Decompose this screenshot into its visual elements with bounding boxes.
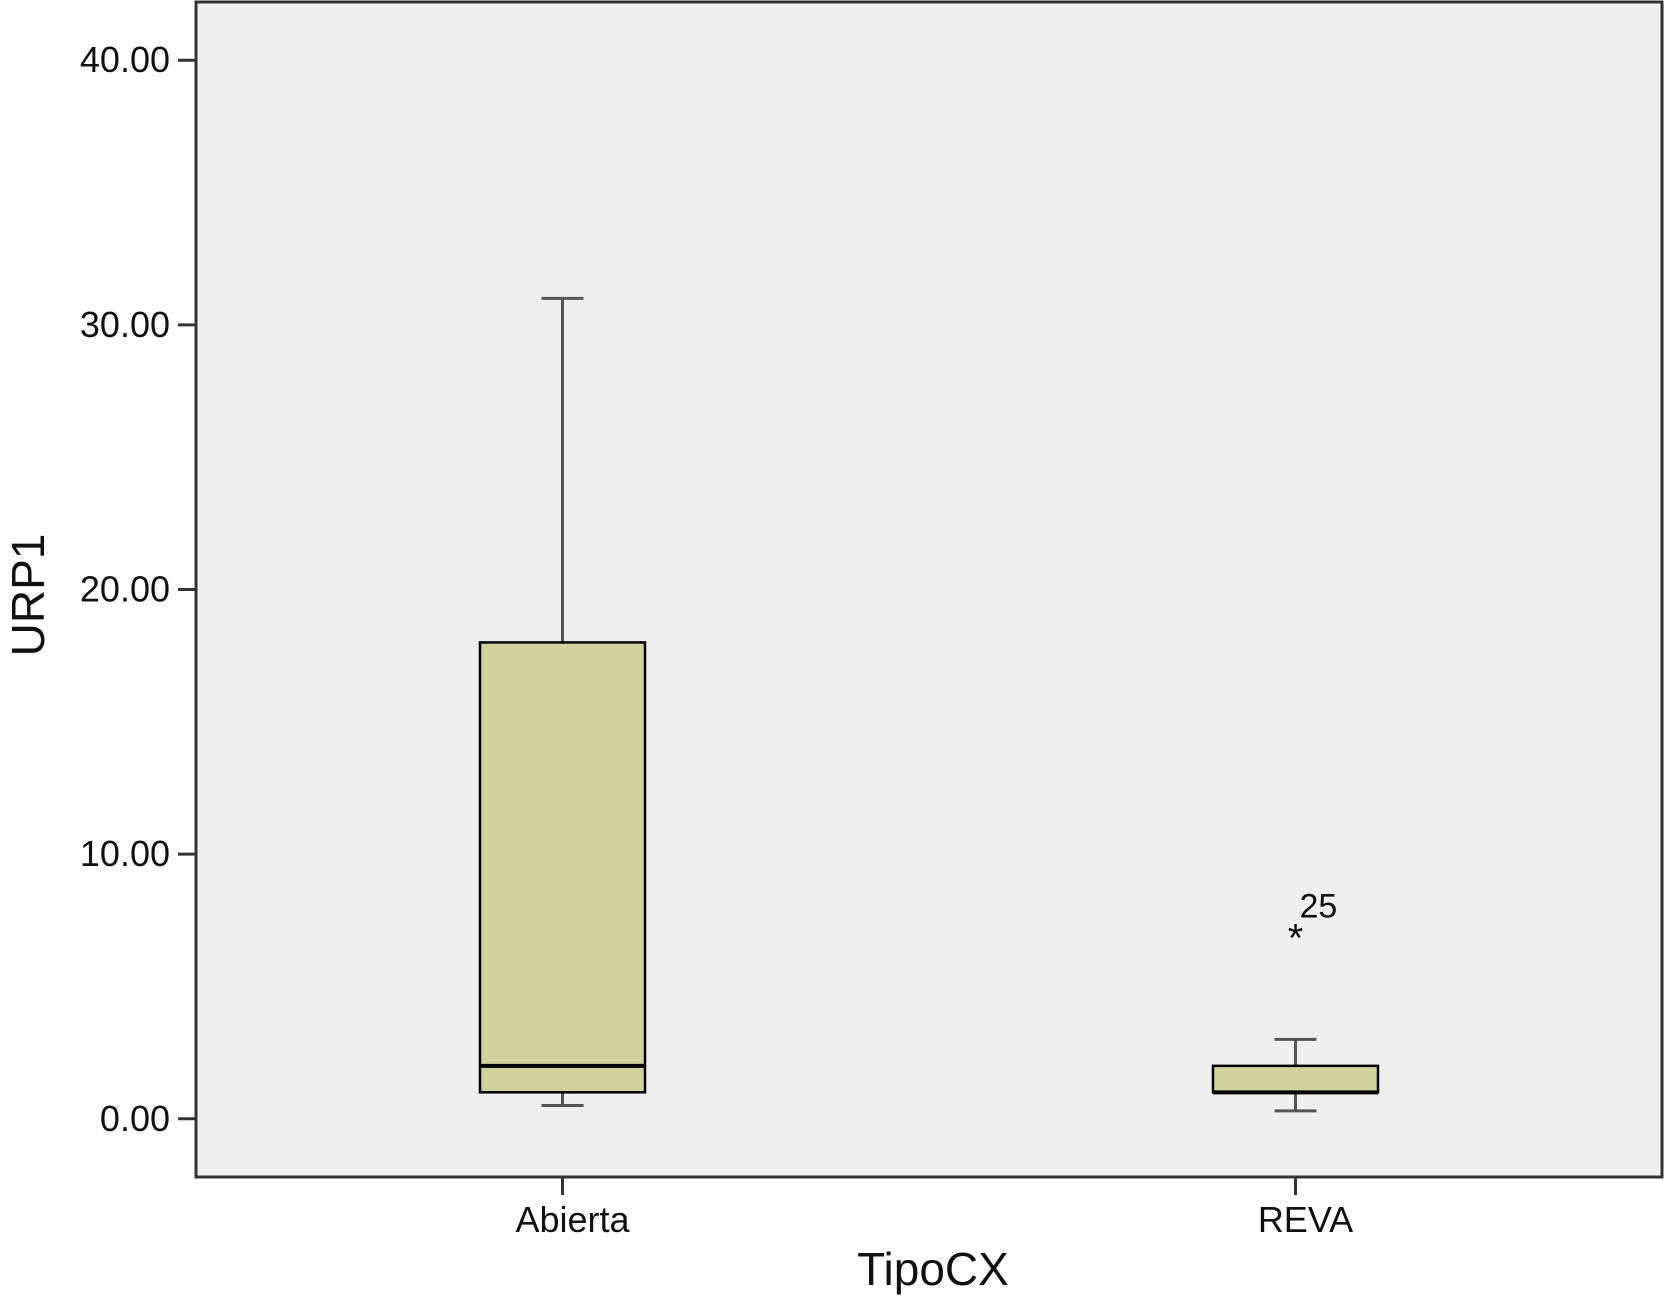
plot-area — [194, 0, 1664, 1179]
box-series: *25 — [478, 296, 1380, 1113]
box-group — [478, 296, 647, 1108]
y-axis: 0.00 10.00 20.00 30.00 40.00 — [80, 39, 196, 1139]
outlier-label: 25 — [1300, 888, 1338, 926]
box-iqr — [478, 641, 647, 1094]
x-axis-title: TipoCX — [857, 1243, 1009, 1295]
x-tick-label: REVA — [1258, 1199, 1353, 1240]
outlier-marker: * — [1288, 917, 1304, 961]
y-tick-label: 20.00 — [80, 569, 170, 610]
y-axis-title: URP1 — [2, 534, 54, 657]
y-tick-label: 10.00 — [80, 833, 170, 874]
x-tick-label: Abierta — [515, 1199, 630, 1240]
y-tick-label: 0.00 — [100, 1098, 170, 1139]
x-axis: Abierta REVA — [515, 1177, 1353, 1240]
box-group: *25 — [1211, 888, 1380, 1113]
y-tick-label: 30.00 — [80, 304, 170, 345]
y-tick-label: 40.00 — [80, 39, 170, 80]
box-iqr — [1211, 1064, 1380, 1094]
